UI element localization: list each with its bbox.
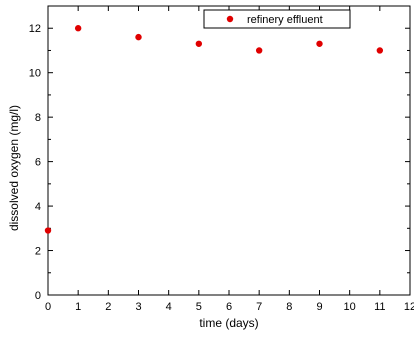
data-point bbox=[44, 227, 52, 234]
legend-label: refinery effluent bbox=[247, 14, 323, 26]
data-point bbox=[74, 25, 82, 32]
plot-frame bbox=[47, 5, 411, 296]
x-tick-label: 11 bbox=[374, 301, 385, 313]
data-point bbox=[316, 40, 323, 47]
legend-marker bbox=[226, 15, 234, 23]
data-point bbox=[376, 47, 384, 54]
x-tick-label: 9 bbox=[316, 301, 322, 313]
x-tick-label: 4 bbox=[166, 301, 172, 313]
x-tick-label: 5 bbox=[196, 301, 202, 313]
x-tick-label: 3 bbox=[135, 301, 141, 313]
data-point bbox=[195, 40, 203, 47]
data-points bbox=[44, 25, 384, 234]
x-axis-label: time (days) bbox=[199, 316, 258, 330]
y-tick-label: 10 bbox=[29, 68, 41, 80]
data-point bbox=[255, 47, 263, 54]
x-tick-label: 1 bbox=[75, 301, 81, 313]
x-axis: 0 1 2 3 4 5 6 7 8 9 10 11 12 bbox=[45, 6, 414, 313]
legend-box bbox=[203, 9, 351, 29]
y-tick-label: 6 bbox=[35, 157, 41, 169]
x-tick-label: 8 bbox=[286, 301, 292, 313]
y-axis-label: dissolved oxygen (mg/l) bbox=[7, 105, 21, 231]
x-tick-label: 0 bbox=[45, 301, 51, 313]
x-tick-label: 12 bbox=[404, 301, 414, 313]
y-tick-label: 2 bbox=[35, 246, 41, 258]
x-tick-label: 7 bbox=[256, 301, 262, 313]
y-axis: 0 2 4 6 8 10 12 bbox=[29, 5, 410, 302]
x-tick-label: 10 bbox=[344, 301, 356, 313]
x-tick-label: 6 bbox=[226, 301, 232, 313]
x-tick-label: 2 bbox=[105, 301, 111, 313]
y-tick-label: 8 bbox=[35, 112, 41, 124]
y-tick-label: 4 bbox=[35, 201, 41, 213]
y-tick-label: 0 bbox=[35, 290, 41, 302]
data-point bbox=[135, 33, 142, 41]
legend: refinery effluent bbox=[203, 9, 351, 29]
y-tick-label: 12 bbox=[29, 23, 41, 35]
